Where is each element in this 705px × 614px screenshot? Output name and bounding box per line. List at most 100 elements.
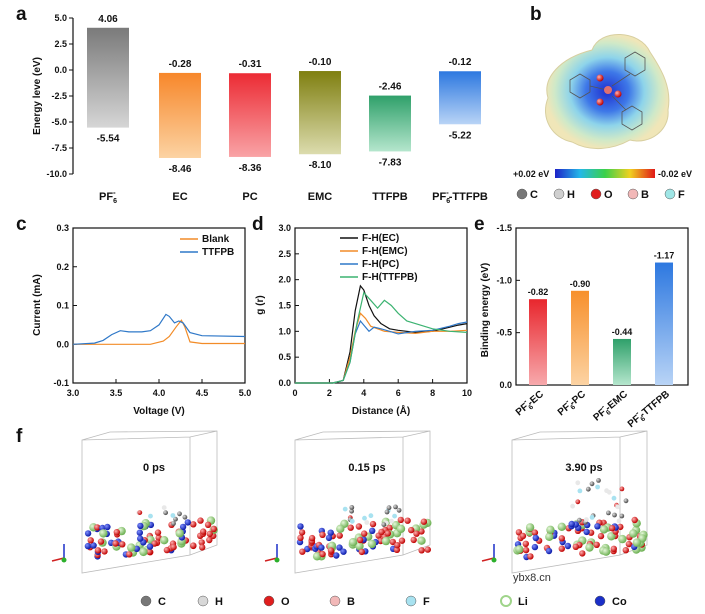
y-tick-label-e: -1.0	[496, 275, 512, 285]
md-legend-label: F	[423, 596, 430, 608]
slab-atom	[564, 542, 572, 550]
y-tick-label: -0.1	[53, 378, 69, 388]
molecule-atom	[389, 518, 394, 524]
slab-atom	[175, 529, 184, 538]
md-legend-label: Li	[518, 596, 528, 608]
slab-atom	[557, 522, 566, 531]
slab-atom	[597, 532, 605, 540]
panel-label-b: b	[530, 4, 542, 25]
slab-atom	[99, 529, 108, 538]
slab-atom	[397, 516, 404, 524]
category-label-a: EMC	[308, 191, 333, 203]
legend-label: F-H(PC)	[362, 259, 399, 270]
molecule-atom	[349, 518, 355, 524]
category-label-a-rest: -TTFPB	[449, 191, 488, 203]
slab-atom	[420, 518, 428, 525]
category-label-e: PF6--EMC	[589, 386, 631, 425]
slab-atom	[607, 532, 616, 541]
x-axis-label-c: Voltage (V)	[133, 406, 184, 417]
molecule-atom	[392, 513, 397, 519]
esp-legend-atom	[553, 188, 565, 200]
category-label-e-sub: 6	[528, 404, 536, 412]
slab-atom	[113, 529, 121, 536]
slab-atom	[579, 550, 586, 557]
molecule-atom	[173, 516, 178, 522]
binding-bar-3	[655, 262, 673, 385]
energy-bar-3	[299, 71, 341, 155]
esp-legend-atom	[516, 188, 528, 200]
slab-atom	[137, 535, 144, 542]
y-tick-label: 0.0	[56, 339, 69, 349]
molecule-atom	[577, 488, 583, 494]
category-label-a-main: TTFPB	[372, 191, 407, 203]
molecule-atom	[381, 522, 387, 527]
category-label-e-sup: -	[521, 397, 529, 406]
slab-atom	[525, 523, 535, 532]
y-tick-label-a: -7.5	[51, 143, 67, 153]
slab-atom	[568, 520, 575, 528]
slab-atom	[593, 541, 600, 548]
x-tick-label: 10	[462, 388, 472, 398]
y-axis-label-a: Energy leve (eV)	[32, 57, 43, 135]
slab-atom	[319, 531, 326, 538]
molecule-atom	[575, 499, 581, 505]
esp-scale-left: +0.02 eV	[513, 169, 549, 179]
slab-atom	[160, 536, 169, 545]
slab-atom	[347, 524, 354, 531]
y-tick-label: 1.5	[278, 301, 291, 311]
y-tick-label-a: -5.0	[51, 117, 67, 127]
x-tick-label: 3.5	[110, 388, 123, 398]
md-legend-atom	[500, 595, 512, 607]
slab-atom	[369, 527, 376, 534]
category-label-a: EC	[172, 191, 187, 203]
slab-atom	[206, 536, 213, 544]
slab-atom	[170, 543, 177, 551]
ticks-c: 3.0 3.5 4.0 4.5 5.0 -0.1 0.0 0.1 0.2 0.3	[53, 223, 251, 398]
category-label-e-sup: -	[599, 402, 607, 411]
panel-label-c: c	[16, 214, 27, 235]
y-tick-label-a: -2.5	[51, 91, 67, 101]
molecule-atom	[364, 520, 370, 525]
slab-atom	[151, 540, 158, 547]
slab-atom	[361, 530, 368, 537]
x-axis-label-d: Distance (Å)	[352, 404, 410, 417]
molecule-atom	[386, 505, 392, 511]
md-time-label: 3.90 ps	[565, 462, 602, 474]
molecule-atom	[384, 509, 390, 515]
slab-atom	[532, 534, 539, 542]
y-tick-label-a: 2.5	[54, 39, 67, 49]
esp-legend-label: C	[530, 189, 538, 201]
slab-atom	[319, 550, 326, 558]
lines-c	[72, 313, 246, 345]
slab-atom	[418, 547, 425, 554]
y-tick-label-a: 5.0	[54, 13, 67, 23]
axis-indicator-y	[491, 557, 497, 563]
y-tick-label: 2.5	[278, 249, 291, 259]
slab-atom	[298, 529, 306, 536]
slab-atom	[631, 516, 638, 524]
slab-atom	[199, 544, 206, 551]
md-legend-atom	[263, 595, 275, 607]
slab-atom	[336, 544, 343, 551]
molecule-atom	[182, 514, 188, 520]
slab-atom	[522, 546, 530, 554]
plot-frame-e	[515, 227, 689, 386]
md-legend-label: O	[281, 596, 290, 608]
slab-atom	[625, 540, 633, 548]
category-label-a: PF6--TTFPB	[432, 188, 488, 205]
simulation-cell-box	[81, 430, 218, 574]
slab-atom	[333, 552, 340, 559]
esp-panel: +0.02 eV -0.02 eV C H O B F	[513, 34, 692, 201]
slab-atom	[204, 521, 212, 528]
md-legend-label: Co	[612, 596, 627, 608]
binding-value-label: -0.82	[528, 287, 549, 297]
slab-atom	[197, 517, 204, 524]
y-tick-label: 0.0	[278, 378, 291, 388]
binding-energy-chart: -1.5 -1.0 -0.5 0.0 -0.82 -0.90 -0.44 -1.17 PF6…	[480, 223, 689, 430]
slab-atom	[136, 529, 143, 536]
slab-atom	[198, 539, 205, 546]
esp-oxygen-atom	[596, 74, 604, 82]
ticks-e: -1.5 -1.0 -0.5 0.0	[496, 223, 520, 390]
slab-atom	[369, 520, 377, 528]
molecule-atom	[163, 510, 169, 516]
